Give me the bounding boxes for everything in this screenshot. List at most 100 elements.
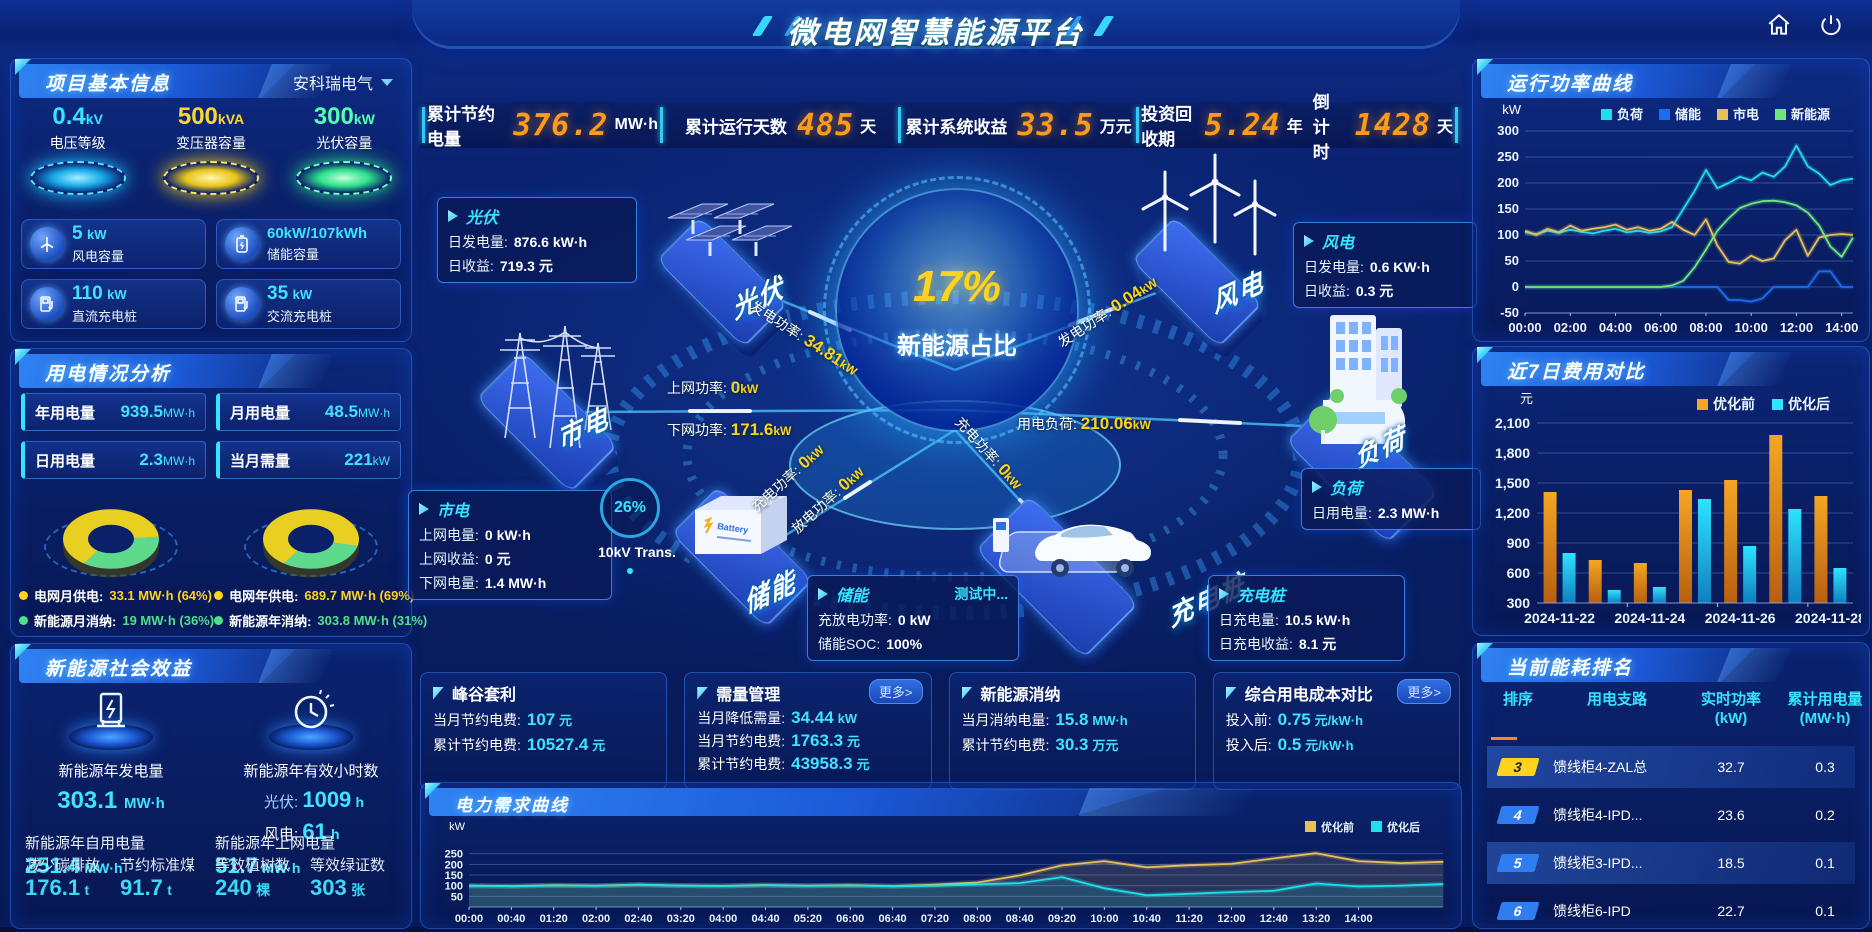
svg-text:13:20: 13:20 (1302, 913, 1330, 925)
svg-text:100: 100 (1497, 227, 1519, 242)
pv-capacity-stat: 300kW 光伏容量 (284, 103, 404, 195)
battery-container-art: Battery (695, 496, 787, 554)
stat-unit: 天 (860, 119, 877, 136)
month-usage-stat: 月用电量 48.5MW·h (216, 393, 401, 431)
stat-run-days: 累计运行天数 485 天 (665, 108, 896, 143)
energy-flow-diagram: 光伏 风电 市电 (408, 153, 1481, 672)
svg-text:2024-11-26: 2024-11-26 (1705, 610, 1776, 626)
svg-text:04:00: 04:00 (709, 913, 737, 925)
power-icon[interactable] (1818, 12, 1844, 43)
table-row[interactable]: 3 馈线柜4-ZAL总 32.7 0.3 (1487, 745, 1855, 788)
scroll-indicator (1491, 736, 1517, 740)
renewable-share-sphere: 17% 新能源占比 (823, 176, 1091, 444)
rank-badge: 4 (1496, 805, 1540, 824)
svg-text:1,800: 1,800 (1495, 445, 1530, 461)
svg-text:2024-11-22: 2024-11-22 (1524, 610, 1595, 626)
power-flow-label: 用电负荷: 210.06kW (1017, 414, 1151, 433)
glow-pedestal (29, 161, 126, 195)
cost-more-button[interactable]: 更多> (1397, 679, 1451, 704)
svg-text:200: 200 (1497, 175, 1519, 190)
panel-title: 新能源社会效益 (45, 659, 193, 680)
svg-text:kW: kW (449, 821, 466, 833)
kpi-row: 峰谷套利 当月节约电费: 107 元累计节约电费: 10527.4 元 需量管理 更… (420, 672, 1460, 790)
svg-text:09:20: 09:20 (1048, 913, 1076, 925)
svg-text:10:00: 10:00 (1735, 320, 1768, 335)
wind-capacity-card: 5 kW 风电容量 (21, 219, 206, 269)
stat-value: 485 (796, 107, 855, 143)
solar-panels-art (667, 203, 793, 256)
svg-text:08:40: 08:40 (1006, 913, 1034, 925)
demand-more-button[interactable]: 更多> (868, 679, 923, 704)
table-row[interactable]: 5 馈线柜3-IPD... 18.5 0.1 (1487, 841, 1855, 884)
stat-value: 376.2 (513, 107, 609, 143)
svg-text:02:40: 02:40 (624, 913, 652, 925)
power-flow-label: 下网功率: 171.6kW (667, 420, 792, 439)
divider (660, 107, 664, 143)
svg-text:06:00: 06:00 (836, 913, 864, 925)
arrow-icon (1304, 235, 1314, 247)
divider (1136, 107, 1140, 143)
app-header: 微电网智慧能源平台 (0, 0, 1872, 52)
kpi-row-item: 累计节约电费: 43958.3 元 (697, 754, 870, 773)
table-row[interactable]: 6 馈线柜6-IPD 22.7 0.1 (1487, 890, 1855, 932)
info-row: 日充电收益: 8.1 元 (1219, 636, 1337, 652)
kpi-row-item: 投入前: 0.75 元/kW·h (1225, 710, 1364, 729)
dc-charger-icon (30, 287, 64, 321)
company-name: 安科瑞电气 (292, 76, 373, 93)
svg-text:300: 300 (1497, 123, 1519, 138)
info-row: 日收益: 719.3 元 (448, 258, 553, 274)
page-title: 微电网智慧能源平台 (787, 17, 1085, 50)
svg-text:14:00: 14:00 (1344, 913, 1372, 925)
summary-stats-bar: 累计节约电量 376.2 MW·h 累计运行天数 485 天 累计系统收益 33… (420, 93, 1460, 162)
stat-label: 累计运行天数 (684, 117, 787, 137)
cost-compare-panel: 近7日费用对比 300 600 900 1,200 1,500 1,800 2,100 元 20… (1472, 346, 1870, 636)
realtime-power: 22.7 (1717, 902, 1745, 919)
kpi-row-item: 当月节约电费: 1763.3 元 (697, 731, 861, 750)
demand-management-panel: 需量管理 更多> 当月降低需量: 34.44 kW 当月节约电费: 1763.3 元累… (684, 672, 932, 790)
panel-title: 电力需求曲线 (455, 796, 569, 815)
stat-unit: MW·h (614, 116, 659, 133)
table-row[interactable]: 4 馈线柜4-IPD... 23.6 0.2 (1487, 794, 1855, 836)
renewable-share-label: 新能源占比 (897, 333, 1017, 360)
svg-text:元: 元 (1520, 391, 1533, 406)
stat-label: 倒计时 (1312, 92, 1330, 162)
chevron-down-icon (381, 78, 393, 86)
demand-curve-panel: 电力需求曲线 50 100 150 200 250 kW 00:00 00:40 01:20 02… (420, 782, 1462, 929)
svg-text:600: 600 (1507, 565, 1531, 581)
svg-text:08:00: 08:00 (963, 913, 991, 925)
legend-renewable-year: 新能源年消纳: 303.8 MW·h (31%) (214, 611, 427, 630)
benefit-metrics-row: 减少碳排放 176.1 t 节约标准煤 91.7 t 等效植树数 240 棵 等效绿证… (25, 854, 405, 901)
storage-info-box: 储能 测试中... 充放电功率: 0 kW 储能SOC: 100% (807, 575, 1019, 661)
svg-text:2024-11-28: 2024-11-28 (1795, 610, 1861, 626)
svg-text:06:00: 06:00 (1644, 320, 1677, 335)
company-select[interactable]: 安科瑞电气 (293, 70, 393, 94)
svg-text:11:20: 11:20 (1175, 913, 1203, 925)
voltage-level-stat: 0.4kV 电压等级 (18, 103, 138, 195)
svg-text:06:40: 06:40 (879, 913, 907, 925)
benefit-energy-row: 新能源年自用电量 251.4 MW·h 新能源年上网电量 51.7 MW·h (25, 832, 405, 879)
info-row: 日发电量: 876.6 kW·h (448, 234, 588, 250)
rank-badge: 6 (1496, 901, 1540, 920)
stat-payback: 投资回收期 5.24 年 倒计时 1428 天 (1141, 88, 1453, 163)
building-art (1309, 315, 1407, 444)
clock-icon (294, 689, 335, 729)
transformer-label: 10kV Trans. (598, 544, 676, 560)
svg-text:优化前: 优化前 (1321, 820, 1354, 834)
ranking-rows: 3 馈线柜4-ZAL总 32.7 0.3 4 馈线柜4-IPD... 23.6 … (1487, 745, 1855, 932)
solar-generation-icon (97, 692, 125, 728)
load-info-box: 负荷 日用电量: 2.3 MW·h (1301, 468, 1481, 530)
svg-text:12:00: 12:00 (1217, 913, 1245, 925)
svg-text:10:40: 10:40 (1133, 913, 1161, 925)
svg-text:-50: -50 (1500, 305, 1519, 320)
svg-text:kW: kW (1502, 103, 1522, 117)
divider (422, 107, 425, 143)
info-row: 日收益: 0.3 元 (1304, 283, 1394, 299)
stat-value: 5.24 (1204, 107, 1281, 143)
realtime-power: 32.7 (1717, 758, 1745, 775)
home-icon[interactable] (1766, 12, 1792, 43)
svg-text:200: 200 (445, 859, 463, 871)
svg-text:优化后: 优化后 (1788, 396, 1830, 412)
info-row: 上网收益: 0 元 (419, 551, 511, 567)
